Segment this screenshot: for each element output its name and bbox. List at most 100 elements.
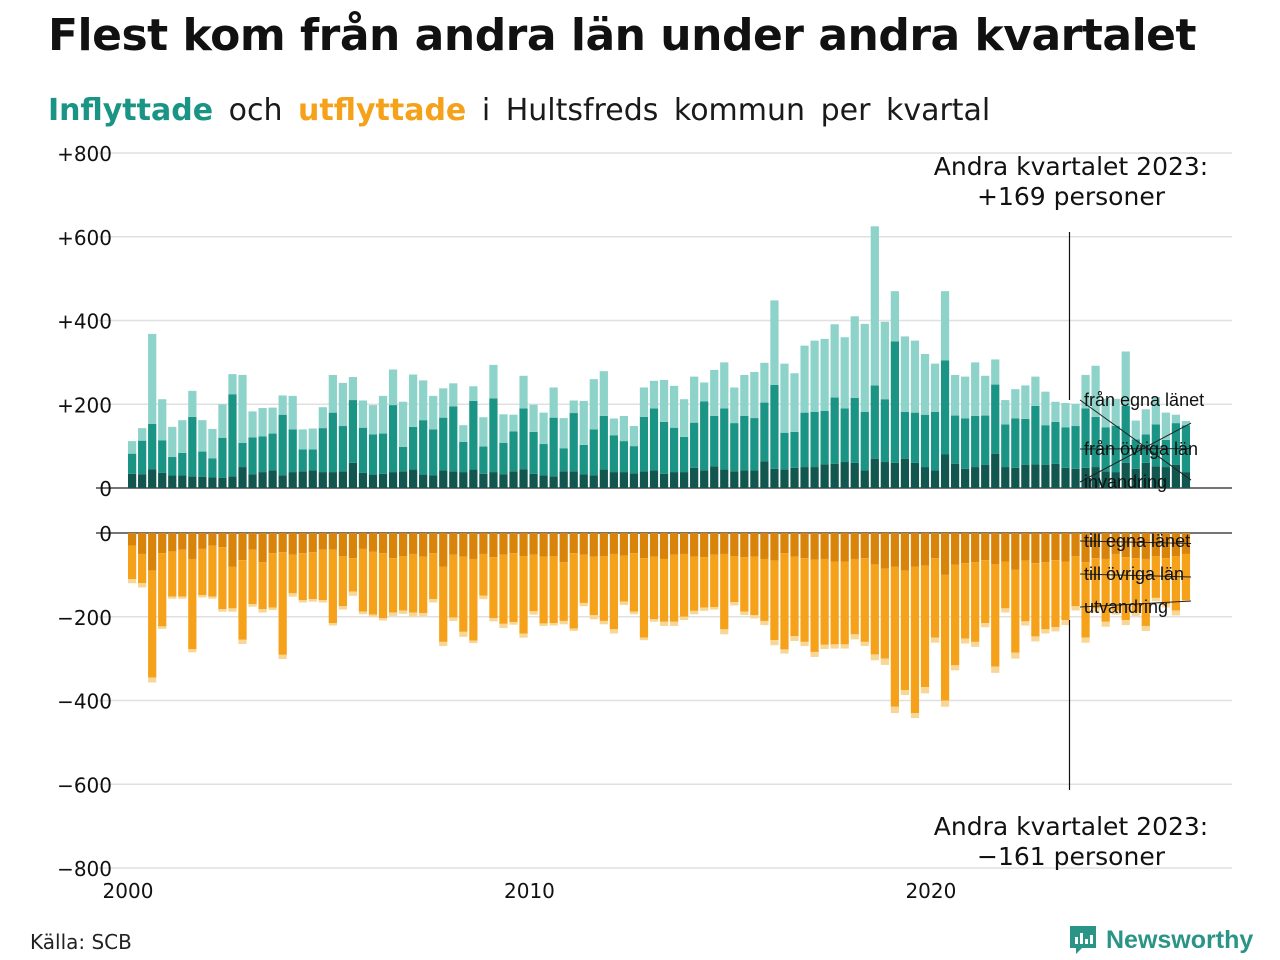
bar-out-utvandring xyxy=(920,687,930,694)
bar-out-till-övriga-län xyxy=(800,558,809,642)
bar-out-till-övriga-län xyxy=(288,554,297,594)
bar-in-från-övriga-län xyxy=(148,423,157,470)
bar-out-till-egna-länet xyxy=(810,533,819,560)
bar-out-till-övriga-län xyxy=(1041,562,1050,630)
bar-out-utvandring xyxy=(138,583,147,588)
bar-out-till-övriga-län xyxy=(489,557,498,619)
bar-in-från-övriga-län xyxy=(559,448,568,472)
bar-in-från-övriga-län xyxy=(1011,418,1020,468)
bar-out-till-övriga-län xyxy=(840,561,849,645)
bar-in-från-övriga-län xyxy=(710,415,719,467)
bar-in-från-egna-länet xyxy=(278,475,287,488)
newsworthy-logo[interactable]: Newsworthy xyxy=(1068,924,1253,956)
bar-in-från-övriga-län xyxy=(439,417,448,471)
bar-out-till-egna-länet xyxy=(489,533,498,558)
bar-in-invandring xyxy=(890,291,899,342)
bar-out-till-övriga-län xyxy=(589,556,598,616)
bar-in-invandring xyxy=(439,388,448,418)
bar-in-från-övriga-län xyxy=(348,400,358,463)
bar-in-från-övriga-län xyxy=(178,452,187,476)
bar-out-till-egna-länet xyxy=(961,533,970,564)
bar-out-till-egna-länet xyxy=(1171,533,1181,557)
bar-out-utvandring xyxy=(730,602,739,606)
bar-out-till-egna-länet xyxy=(740,533,749,558)
bar-in-från-egna-länet xyxy=(308,470,317,488)
bar-in-invandring xyxy=(1181,421,1191,426)
bar-in-från-övriga-län xyxy=(569,413,578,472)
bar-in-från-övriga-län xyxy=(328,412,337,473)
bar-in-invandring xyxy=(609,418,618,436)
bar-out-till-övriga-län xyxy=(991,563,1000,667)
bar-in-från-egna-länet xyxy=(981,464,990,488)
bar-in-från-övriga-län xyxy=(288,429,297,473)
bar-out-utvandring xyxy=(1001,608,1010,613)
bar-out-till-övriga-län xyxy=(1161,558,1170,605)
bar-in-invandring xyxy=(1001,400,1010,425)
bar-in-från-egna-länet xyxy=(569,471,578,488)
bar-out-utvandring xyxy=(1021,621,1030,626)
bar-in-från-egna-länet xyxy=(318,472,327,488)
bar-out-till-övriga-län xyxy=(971,562,980,642)
bar-out-till-egna-länet xyxy=(669,533,679,555)
bar-in-invandring xyxy=(780,363,789,433)
bar-out-utvandring xyxy=(238,639,247,644)
bar-in-invandring xyxy=(870,226,879,386)
bar-in-invandring xyxy=(288,395,297,430)
bar-out-till-övriga-län xyxy=(579,554,588,603)
bar-out-utvandring xyxy=(971,641,980,647)
bar-in-från-egna-länet xyxy=(870,458,879,488)
bar-in-invandring xyxy=(258,408,267,437)
bar-in-invandring xyxy=(790,373,799,432)
bar-out-till-egna-länet xyxy=(1001,533,1010,562)
bar-in-från-övriga-län xyxy=(971,415,980,468)
bar-in-invandring xyxy=(659,379,669,422)
bar-in-invandring xyxy=(810,340,819,412)
bar-in-från-egna-länet xyxy=(760,461,769,488)
bar-out-till-egna-länet xyxy=(409,533,418,554)
bar-out-till-egna-länet xyxy=(459,533,468,557)
bar-out-till-egna-länet xyxy=(700,533,709,558)
bar-in-från-egna-länet xyxy=(439,470,448,488)
bar-in-från-egna-länet xyxy=(1111,472,1120,488)
bar-in-från-egna-länet xyxy=(1041,464,1050,488)
bar-in-invandring xyxy=(940,291,950,361)
bar-in-från-egna-länet xyxy=(338,471,347,488)
bar-out-till-övriga-län xyxy=(1011,569,1020,653)
bar-out-till-egna-länet xyxy=(178,533,187,550)
bar-out-till-övriga-län xyxy=(419,556,428,613)
bar-in-invandring xyxy=(1101,398,1110,428)
bar-out-till-egna-länet xyxy=(158,533,167,554)
bar-in-invandring xyxy=(358,400,368,428)
bar-in-från-egna-länet xyxy=(1001,467,1010,488)
bar-in-från-egna-länet xyxy=(1161,467,1170,488)
bar-out-till-övriga-län xyxy=(549,556,558,624)
bar-out-till-övriga-län xyxy=(459,556,468,632)
bar-out-utvandring xyxy=(148,677,157,683)
bar-out-utvandring xyxy=(770,640,779,646)
bar-out-till-egna-länet xyxy=(790,533,799,557)
y-tick-label-top: +200 xyxy=(57,393,112,417)
bar-in-invandring xyxy=(669,385,679,428)
bar-in-från-egna-länet xyxy=(800,467,809,488)
bar-out-till-egna-länet xyxy=(920,533,930,566)
bar-out-utvandring xyxy=(830,644,839,649)
bar-out-till-övriga-län xyxy=(920,565,930,688)
bar-out-till-egna-länet xyxy=(981,533,990,561)
bar-out-till-egna-länet xyxy=(910,533,920,567)
bar-out-utvandring xyxy=(559,620,568,625)
bar-out-till-egna-länet xyxy=(609,533,618,554)
bar-in-från-egna-länet xyxy=(348,462,358,488)
bar-out-till-övriga-län xyxy=(429,553,438,600)
bar-out-till-egna-länet xyxy=(820,533,829,559)
bar-out-utvandring xyxy=(981,623,990,628)
bar-in-invandring xyxy=(599,371,608,416)
bar-in-invandring xyxy=(971,362,980,416)
bar-out-till-övriga-län xyxy=(669,554,679,622)
series-label-bottom: till egna länet xyxy=(1084,531,1190,551)
bar-out-till-egna-länet xyxy=(479,533,488,554)
bar-out-till-egna-länet xyxy=(469,533,478,559)
bar-in-från-egna-länet xyxy=(790,467,799,488)
bar-out-utvandring xyxy=(900,690,910,696)
bar-in-från-egna-länet xyxy=(398,471,408,488)
bar-in-från-övriga-län xyxy=(770,384,779,469)
